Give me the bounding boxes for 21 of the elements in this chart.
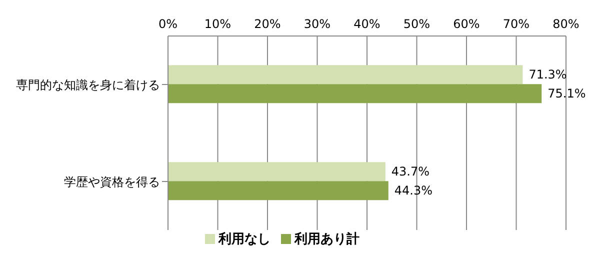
data-label: 44.3% [394,184,433,198]
bar [168,65,523,84]
bar [168,84,542,104]
legend-label: 利用なし [218,232,270,247]
x-tick-label: 60% [453,17,480,31]
data-label: 75.1% [548,86,586,101]
x-tick-label: 80% [552,17,580,31]
x-tick-label: 40% [354,17,380,31]
x-tick-label: 50% [403,17,430,31]
data-label: 43.7% [391,164,430,179]
y-tick-label: 専門的な知識を身に着ける [16,78,160,92]
x-tick-label: 30% [304,17,331,31]
legend-label: 利用あり計 [294,232,360,247]
x-tick-label: 0% [158,17,178,31]
data-label: 71.3% [528,68,567,82]
bar [168,162,386,182]
x-tick-label: 10% [204,17,232,31]
y-tick-label: 学歴や資格を得る [64,174,160,189]
bar [168,181,388,200]
x-tick-label: 70% [502,17,530,31]
x-tick-label: 20% [254,17,281,31]
